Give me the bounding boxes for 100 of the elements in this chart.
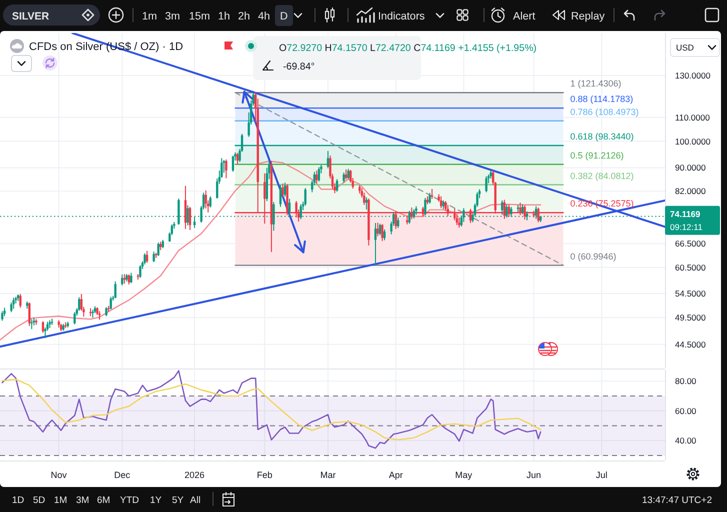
candlestick xyxy=(428,192,431,204)
candlestick xyxy=(282,183,284,198)
candlestick xyxy=(408,210,411,224)
candlestick xyxy=(30,318,33,330)
x-tick-label: Nov xyxy=(50,470,68,480)
candlestick xyxy=(225,159,228,179)
candlestick xyxy=(342,172,345,184)
x-tick-label: Jun xyxy=(526,470,542,480)
candlestick xyxy=(374,222,377,266)
candlestick xyxy=(304,188,306,206)
x-tick-label: Apr xyxy=(388,470,403,480)
text: Indicators xyxy=(378,10,426,22)
candlestick xyxy=(236,152,239,164)
candlestick xyxy=(272,202,275,232)
series-label: 1 (121.4306) xyxy=(570,78,622,89)
candlestick xyxy=(110,296,112,310)
candlestick xyxy=(114,280,116,299)
y-tick-label: 44.5000 xyxy=(675,339,706,350)
candlestick xyxy=(139,264,142,278)
candlestick xyxy=(10,302,12,313)
text: 1m xyxy=(142,10,158,22)
x-tick-label: Jul xyxy=(596,470,608,480)
candlestick xyxy=(19,293,22,308)
x-tick-label: Feb xyxy=(256,470,272,480)
text: 13:47:47 UTC+2 xyxy=(642,495,712,506)
text: 09:12:11 xyxy=(670,222,703,232)
ref-line-label: 74.1169 xyxy=(670,208,701,219)
candlestick xyxy=(184,185,187,230)
x-tick-label: Mar xyxy=(320,470,336,480)
text: 3m xyxy=(165,10,180,22)
y-tick-label: 60.5000 xyxy=(675,262,706,272)
candlestick xyxy=(336,178,338,192)
text: 2h xyxy=(238,10,250,22)
text: 3M xyxy=(76,495,90,506)
x-tick-label: Dec xyxy=(114,470,131,480)
series-label: 0.88 (114.1783) xyxy=(570,94,634,104)
series-label: 0 (60.9946) xyxy=(570,251,616,262)
candlestick xyxy=(412,208,416,220)
y-tick-label: 130.0000 xyxy=(675,70,711,80)
text: All xyxy=(190,495,201,506)
candlestick xyxy=(1,310,4,322)
text: USD xyxy=(676,42,694,52)
text: 6M xyxy=(97,495,110,506)
y-tick-label: 80.00 xyxy=(675,376,697,386)
text: 1D xyxy=(12,495,24,506)
candlestick xyxy=(222,160,226,174)
line-series xyxy=(0,160,542,341)
series-label: 0.5 (91.2126) xyxy=(570,150,624,160)
candlestick xyxy=(326,150,330,169)
candlestick xyxy=(347,168,350,180)
text: 1Y xyxy=(150,495,162,506)
candlestick xyxy=(344,168,348,180)
y-tick-label: 100.0000 xyxy=(675,136,711,146)
candlestick xyxy=(318,166,320,182)
candlestick xyxy=(288,198,291,217)
x-tick-label: May xyxy=(455,470,473,480)
candlestick xyxy=(78,296,80,312)
candlestick xyxy=(279,184,282,208)
candlestick xyxy=(128,274,130,285)
candlestick xyxy=(204,190,207,209)
y-tick-label: 90.0000 xyxy=(675,162,706,173)
candlestick xyxy=(378,223,382,236)
candlestick xyxy=(188,206,192,231)
candlestick xyxy=(316,170,318,184)
series-label: 0.786 (108.4973) xyxy=(570,106,639,117)
text: 1h xyxy=(218,10,230,22)
candlestick xyxy=(521,204,524,215)
candlestick xyxy=(74,312,76,325)
candlestick xyxy=(284,182,286,198)
y-tick-label: 66.5000 xyxy=(675,238,706,249)
text: YTD xyxy=(120,495,140,506)
candlestick xyxy=(144,252,146,265)
text: Replay xyxy=(571,10,606,22)
text: SILVER xyxy=(12,10,50,22)
annotation: -69.84° xyxy=(283,62,315,72)
candlestick xyxy=(363,192,366,206)
text: 1M xyxy=(54,495,68,506)
candlestick xyxy=(28,302,31,326)
series-label: 0.236 (75.2575) xyxy=(570,198,634,209)
candlestick xyxy=(130,272,132,284)
y-tick-label: 54.5000 xyxy=(675,288,706,299)
candlestick xyxy=(381,224,384,242)
candlestick xyxy=(157,242,160,256)
text: 4h xyxy=(258,10,270,22)
candlestick xyxy=(458,216,460,228)
candlestick xyxy=(383,228,386,241)
text: 5Y xyxy=(172,495,184,506)
series-label: 0.382 (84.0812) xyxy=(570,170,634,181)
text: D xyxy=(280,10,288,22)
candlestick xyxy=(232,155,234,172)
text: O72.9270 H74.1570 L72.4720 C74.1169 +1.4155 (+1.95%) xyxy=(279,43,537,54)
candlestick xyxy=(396,216,400,228)
text: 15m xyxy=(189,10,210,22)
line-series xyxy=(2,370,542,449)
y-tick-label: 60.00 xyxy=(675,406,697,416)
text: Alert xyxy=(513,10,536,22)
y-tick-label: 110.0000 xyxy=(675,112,710,122)
candlestick xyxy=(152,251,155,263)
y-tick-label: 40.00 xyxy=(675,436,697,446)
y-tick-label: 82.0000 xyxy=(675,186,706,196)
